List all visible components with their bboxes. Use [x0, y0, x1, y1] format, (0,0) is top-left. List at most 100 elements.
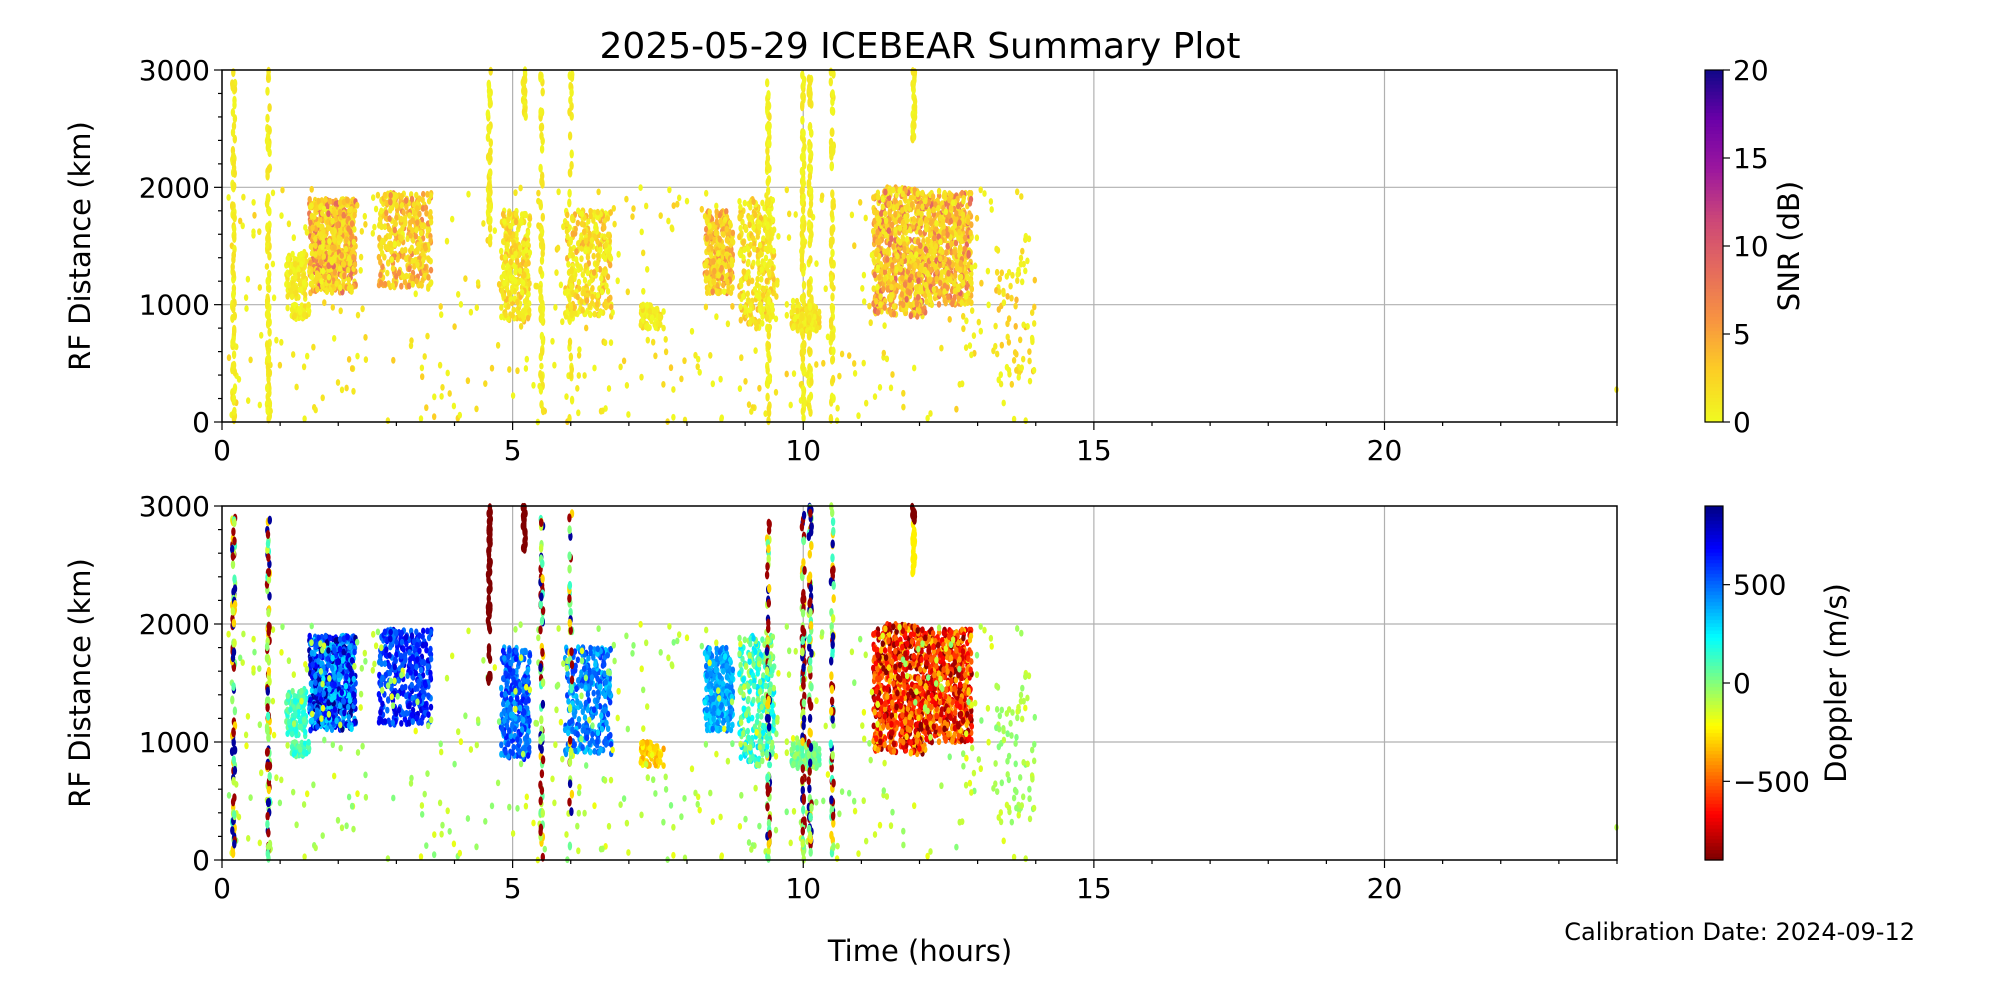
data-point [513, 251, 517, 258]
data-point [407, 212, 411, 219]
data-point [359, 254, 363, 261]
data-point [787, 211, 791, 218]
data-point [714, 203, 718, 210]
data-point [897, 187, 901, 194]
data-point [265, 383, 269, 392]
data-point [414, 233, 418, 240]
data-point [879, 210, 883, 217]
data-point [550, 338, 554, 345]
data-point [514, 218, 518, 225]
data-point [399, 283, 403, 290]
data-point [313, 242, 317, 249]
data-point [459, 301, 463, 308]
data-point [912, 365, 916, 372]
data-point [515, 367, 519, 374]
data-point [489, 138, 493, 147]
data-point [584, 263, 588, 270]
data-point [541, 213, 545, 222]
data-point [327, 249, 331, 256]
data-point [231, 128, 235, 137]
data-point [869, 319, 873, 326]
data-point [755, 324, 759, 331]
data-point [363, 221, 367, 228]
data-point [293, 273, 297, 280]
data-point [456, 291, 460, 298]
data-point [347, 277, 351, 284]
data-point [1002, 400, 1006, 407]
data-point [741, 293, 745, 300]
data-point [592, 253, 596, 260]
data-point [332, 244, 336, 251]
data-point [1021, 322, 1025, 329]
data-point [934, 226, 938, 233]
data-point [319, 259, 323, 266]
data-point [380, 238, 384, 245]
data-point [969, 221, 973, 228]
data-point [565, 221, 569, 228]
data-point [305, 353, 309, 360]
data-point [391, 265, 395, 272]
data-point [423, 245, 427, 252]
data-point [766, 178, 770, 187]
data-point [794, 211, 798, 218]
data-point [1019, 193, 1023, 200]
data-point [505, 243, 509, 250]
data-point [901, 390, 905, 397]
data-point [399, 216, 403, 223]
data-point [227, 354, 231, 361]
data-point [700, 206, 704, 213]
data-point [950, 301, 954, 308]
data-point [538, 305, 542, 314]
data-point [639, 322, 643, 329]
data-point [439, 393, 443, 400]
data-point [725, 278, 729, 285]
data-point [490, 365, 494, 372]
data-point [232, 251, 236, 260]
data-point [747, 297, 751, 304]
data-point [898, 225, 902, 232]
data-point [904, 296, 908, 303]
data-point [896, 237, 900, 244]
data-point [508, 229, 512, 236]
data-point [528, 215, 532, 222]
data-point [404, 197, 408, 204]
data-point [292, 283, 296, 290]
data-point [432, 393, 436, 400]
data-point [919, 285, 923, 292]
data-point [389, 192, 393, 199]
data-point [350, 365, 354, 372]
data-point [881, 196, 885, 203]
data-point [576, 294, 580, 301]
data-point [748, 307, 752, 314]
data-point [410, 245, 414, 252]
data-point [574, 226, 578, 233]
data-point [885, 256, 889, 263]
data-point [644, 323, 648, 330]
data-point [410, 196, 414, 203]
data-point [970, 286, 974, 293]
data-point [513, 269, 517, 276]
data-point [705, 289, 709, 296]
data-point [570, 149, 574, 158]
data-point [403, 247, 407, 254]
data-point [313, 251, 317, 258]
data-point [476, 279, 480, 286]
data-point [570, 266, 574, 275]
data-point [820, 193, 824, 200]
data-point [526, 315, 530, 322]
data-point [752, 246, 756, 253]
data-point [265, 340, 269, 349]
data-point [553, 304, 557, 311]
data-point [765, 278, 769, 285]
data-point [488, 203, 492, 212]
data-point [800, 71, 804, 80]
data-point [569, 88, 573, 97]
data-point [567, 189, 571, 198]
data-point [584, 238, 588, 245]
data-point [513, 243, 517, 250]
data-point [1019, 261, 1023, 268]
data-point [232, 270, 236, 279]
data-point [941, 229, 945, 236]
data-point [525, 302, 529, 309]
data-point [755, 292, 759, 299]
